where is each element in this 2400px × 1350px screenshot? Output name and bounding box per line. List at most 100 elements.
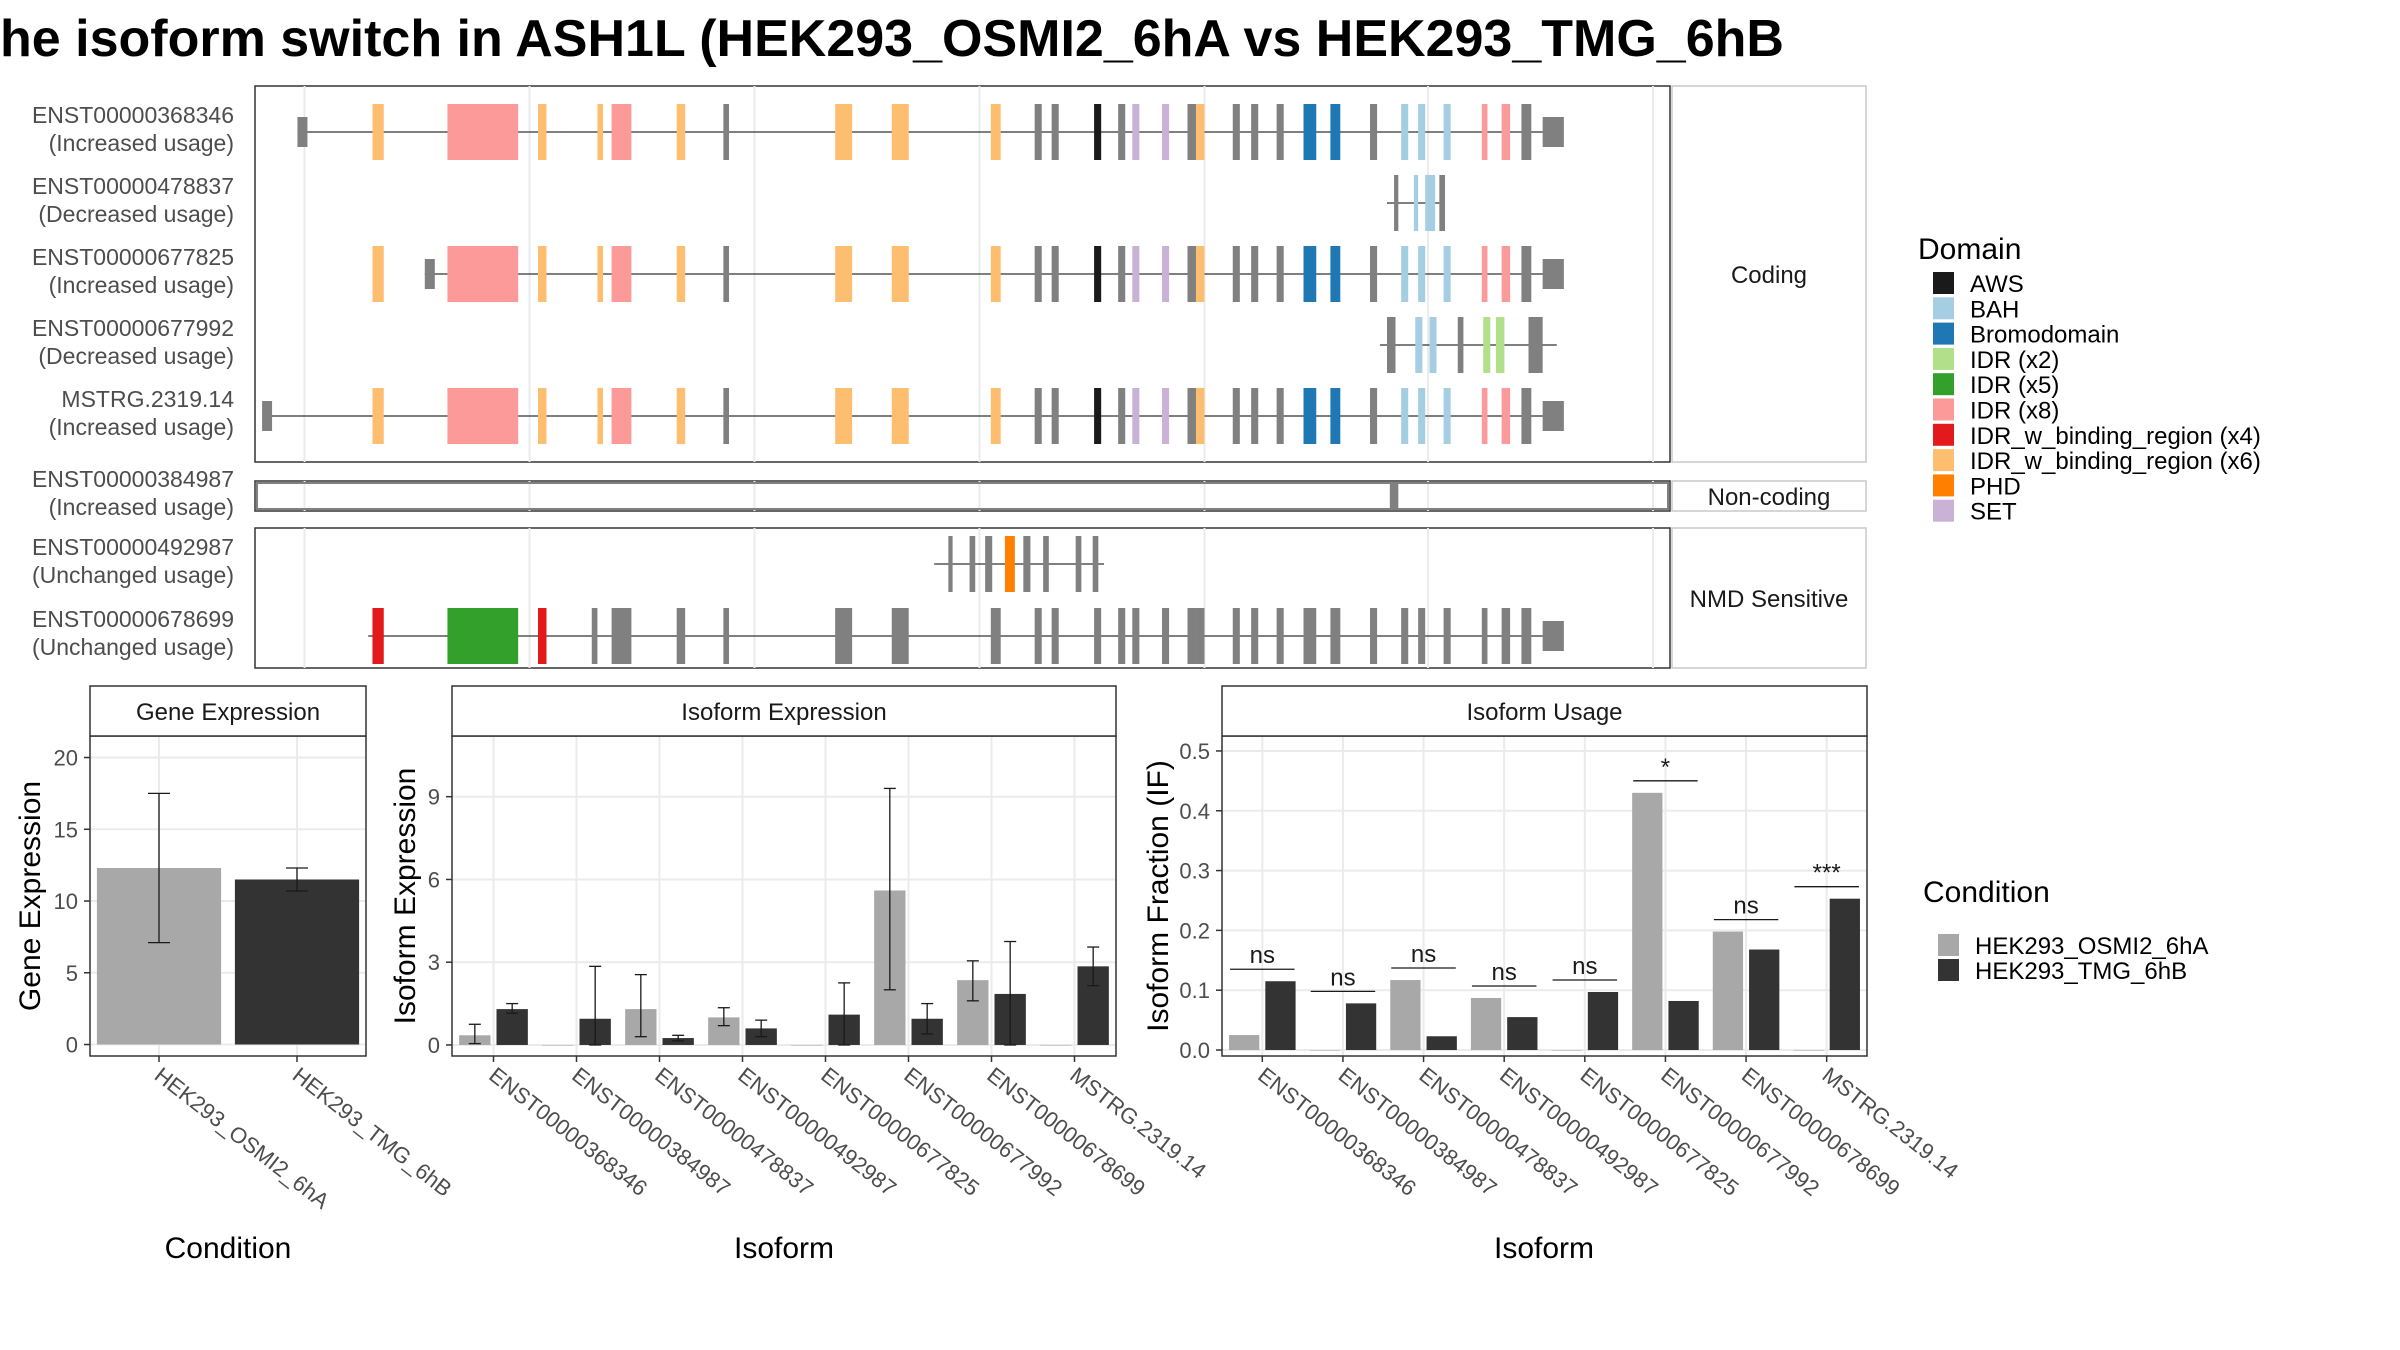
exon bbox=[1118, 608, 1126, 664]
bar bbox=[1265, 981, 1296, 1051]
exon bbox=[1521, 104, 1532, 160]
exon bbox=[1251, 388, 1259, 444]
exon bbox=[1094, 608, 1102, 664]
x-tick-label: MSTRG.2319.14 bbox=[1818, 1062, 1963, 1183]
exon bbox=[1195, 246, 1205, 302]
exon bbox=[447, 608, 519, 664]
exon bbox=[1429, 317, 1437, 373]
transcript-id-label: ENST00000384987 bbox=[32, 466, 234, 492]
legend-swatch bbox=[1938, 934, 1959, 956]
exon bbox=[1232, 388, 1240, 444]
exon bbox=[1418, 246, 1426, 302]
exon bbox=[1187, 104, 1196, 160]
exon bbox=[1023, 536, 1031, 592]
exon bbox=[611, 388, 632, 444]
exon bbox=[1418, 608, 1426, 664]
exon bbox=[1370, 104, 1378, 160]
exon bbox=[1276, 246, 1284, 302]
legend-label: IDR (x8) bbox=[1970, 398, 2059, 425]
exon bbox=[1501, 608, 1511, 664]
transcript-id-label: ENST00000677825 bbox=[32, 244, 234, 270]
transcript-usage-label: (Increased usage) bbox=[49, 272, 234, 298]
y-tick-label: 0.1 bbox=[1179, 978, 1210, 1003]
bar bbox=[1551, 1050, 1582, 1051]
exon bbox=[1370, 246, 1378, 302]
exon bbox=[1307, 246, 1317, 302]
exon bbox=[723, 104, 730, 160]
exon bbox=[1195, 104, 1205, 160]
transcript-id-label: ENST00000478837 bbox=[32, 173, 234, 199]
exon bbox=[372, 246, 384, 302]
strip-label: Coding bbox=[1731, 262, 1807, 289]
exon bbox=[1043, 536, 1049, 592]
exon bbox=[1034, 608, 1042, 664]
legend-label: IDR (x2) bbox=[1970, 347, 2059, 374]
exon bbox=[1118, 246, 1126, 302]
y-tick-label: 5 bbox=[66, 961, 78, 986]
exon bbox=[835, 388, 853, 444]
exon bbox=[611, 246, 632, 302]
exon bbox=[1187, 246, 1196, 302]
legend-swatch bbox=[1933, 499, 1954, 522]
exon bbox=[447, 104, 519, 160]
noncoding-bar bbox=[256, 482, 1669, 510]
bar bbox=[1668, 1000, 1699, 1051]
exon bbox=[1232, 104, 1240, 160]
exon bbox=[985, 536, 993, 592]
exon bbox=[1401, 246, 1409, 302]
exon bbox=[1501, 388, 1511, 444]
exon bbox=[1501, 246, 1511, 302]
exon bbox=[1251, 104, 1259, 160]
expression-charts: 05101520HEK293_OSMI2_6hAHEK293_TMG_6hBGe… bbox=[14, 685, 1963, 1265]
significance-label: ns bbox=[1330, 964, 1355, 991]
transcript-id-label: ENST00000677992 bbox=[32, 315, 234, 341]
transcript-usage-label: (Decreased usage) bbox=[38, 201, 234, 227]
y-axis-label: Gene Expression bbox=[14, 781, 47, 1011]
exon bbox=[1132, 246, 1140, 302]
exon bbox=[1094, 104, 1102, 160]
exon bbox=[1370, 388, 1378, 444]
significance-label: ns bbox=[1250, 942, 1275, 969]
utr-exon bbox=[262, 401, 273, 431]
exon bbox=[1387, 317, 1396, 373]
utr-exon bbox=[424, 259, 435, 289]
condition-legend-title: Condition bbox=[1923, 876, 2050, 909]
chart-title: Isoform Expression bbox=[681, 699, 886, 726]
exon bbox=[1051, 388, 1059, 444]
exon bbox=[990, 608, 1001, 664]
y-tick-label: 0 bbox=[428, 1033, 440, 1058]
y-tick-label: 0 bbox=[66, 1033, 78, 1058]
exon bbox=[538, 104, 547, 160]
chart-title: Isoform Usage bbox=[1466, 699, 1622, 726]
exon bbox=[1401, 608, 1409, 664]
exon bbox=[447, 388, 519, 444]
y-axis-label: Isoform Expression bbox=[389, 768, 422, 1025]
y-tick-label: 0.2 bbox=[1179, 918, 1210, 943]
transcript-usage-label: (Unchanged usage) bbox=[32, 634, 234, 660]
exon bbox=[1051, 608, 1059, 664]
significance-label: ns bbox=[1411, 941, 1436, 968]
significance-label: ns bbox=[1572, 953, 1597, 980]
exon bbox=[723, 246, 730, 302]
transcript-id-label: ENST00000678699 bbox=[32, 606, 234, 632]
exon bbox=[990, 388, 1001, 444]
transcript-usage-label: (Decreased usage) bbox=[38, 343, 234, 369]
exon bbox=[1187, 608, 1196, 664]
utr-exon bbox=[1542, 259, 1564, 289]
exon bbox=[611, 608, 632, 664]
exon bbox=[891, 104, 909, 160]
strip-label: NMD Sensitive bbox=[1690, 586, 1849, 613]
structure-panel bbox=[254, 527, 1671, 669]
exon bbox=[990, 246, 1001, 302]
legend-swatch bbox=[1933, 347, 1954, 370]
strip-label-box bbox=[1671, 480, 1867, 512]
exon bbox=[1232, 246, 1240, 302]
exon bbox=[1330, 104, 1341, 160]
x-tick-label: ENST00000368346 bbox=[484, 1062, 652, 1201]
exon bbox=[676, 388, 686, 444]
exon bbox=[676, 246, 686, 302]
exon bbox=[1439, 175, 1446, 231]
bar bbox=[1390, 980, 1421, 1051]
y-tick-label: 0.3 bbox=[1179, 859, 1210, 884]
